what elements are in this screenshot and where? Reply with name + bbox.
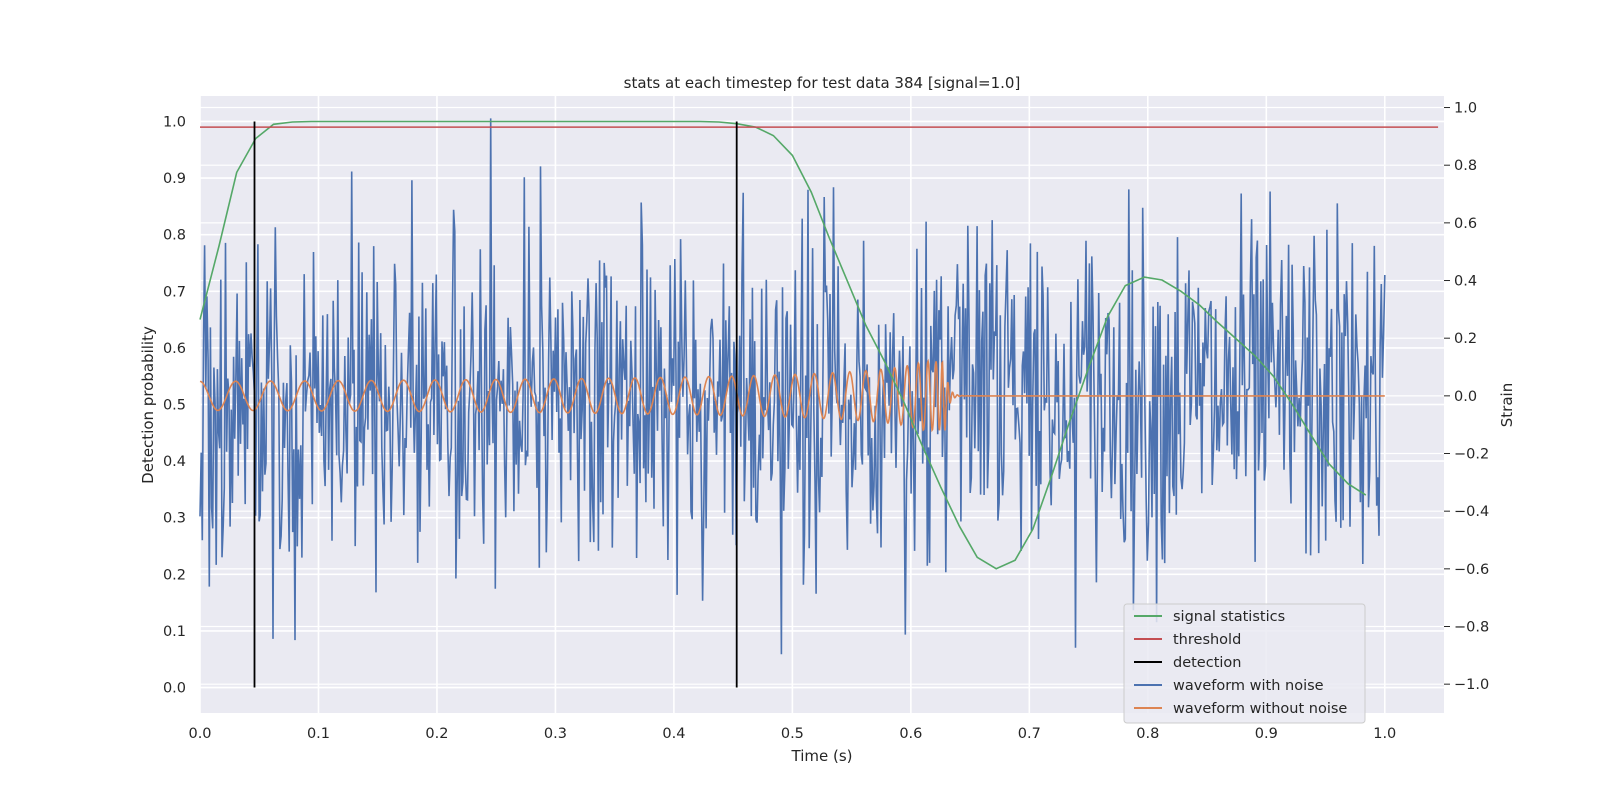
x-tick-label: 0.2 (425, 726, 448, 742)
x-axis: 0.0 0.1 0.2 0.3 0.4 0.5 0.6 0.7 0.8 0.9 1.0 (188, 726, 1396, 742)
waveform-with-noise-line (199, 118, 1386, 655)
x-tick-label: 0.5 (781, 726, 804, 742)
y2-tick-label: −0.4 (1454, 504, 1489, 520)
waveform-without-noise-line (199, 358, 1385, 433)
y-tick-label: 0.7 (163, 284, 186, 300)
y2-tick-label: 0.0 (1454, 389, 1477, 405)
y2-tick-label: 1.0 (1454, 101, 1477, 117)
legend-label-threshold: threshold (1173, 632, 1241, 648)
y2-tick-label: −0.8 (1454, 620, 1489, 636)
x-tick-label: 0.8 (1136, 726, 1159, 742)
legend-label-waveform-with-noise: waveform with noise (1173, 678, 1324, 694)
y-tick-label: 0.5 (163, 398, 186, 414)
x-tick-label: 0.0 (188, 726, 211, 742)
y-tick-label: 0.8 (163, 228, 186, 244)
y-tick-label: 0.9 (163, 171, 186, 187)
y2-tick-label: 0.6 (1454, 216, 1477, 232)
x-tick-label: 0.3 (544, 726, 567, 742)
y-tick-label: 0.0 (163, 681, 186, 697)
plot-lines (199, 118, 1439, 688)
legend-label-detection: detection (1173, 655, 1241, 671)
legend-label-signal-statistics: signal statistics (1173, 609, 1285, 625)
x-tick-label: 0.7 (1018, 726, 1041, 742)
y2-tick-label: −0.2 (1454, 447, 1489, 463)
x-tick-label: 1.0 (1373, 726, 1396, 742)
x-tick-label: 0.9 (1255, 726, 1278, 742)
y2-axis-label: Strain (1498, 383, 1516, 427)
y2-tick-label: −1.0 (1454, 677, 1489, 693)
y-axis-label: Detection probability (139, 326, 157, 484)
y-tick-label: 0.4 (163, 454, 186, 470)
y-tick-label: 1.0 (163, 114, 186, 130)
y-tick-label: 0.2 (163, 567, 186, 583)
y2-tick-label: −0.6 (1454, 562, 1489, 578)
y-axis-left: 0.0 0.1 0.2 0.3 0.4 0.5 0.6 0.7 0.8 0.9 1.0 (163, 114, 186, 696)
x-tick-label: 0.1 (307, 726, 330, 742)
y2-tick-label: 0.4 (1454, 274, 1477, 290)
y-axis-right: −1.0 −0.8 −0.6 −0.4 −0.2 0.0 0.2 0.4 0.6 0.8 1.0 (1444, 101, 1489, 693)
y-tick-label: 0.1 (163, 624, 186, 640)
chart-title: stats at each timestep for test data 384… (624, 74, 1021, 92)
y2-tick-label: 0.8 (1454, 158, 1477, 174)
legend-box (1123, 603, 1366, 724)
legend: signal statistics threshold detection wa… (1123, 603, 1366, 724)
y-tick-label: 0.3 (163, 511, 186, 527)
x-tick-label: 0.4 (662, 726, 685, 742)
legend-label-waveform-without-noise: waveform without noise (1173, 701, 1347, 717)
x-tick-label: 0.6 (899, 726, 922, 742)
y2-tick-label: 0.2 (1454, 331, 1477, 347)
signal-statistics-line (199, 120, 1367, 570)
y-tick-label: 0.6 (163, 341, 186, 357)
x-axis-label: Time (s) (791, 747, 853, 765)
